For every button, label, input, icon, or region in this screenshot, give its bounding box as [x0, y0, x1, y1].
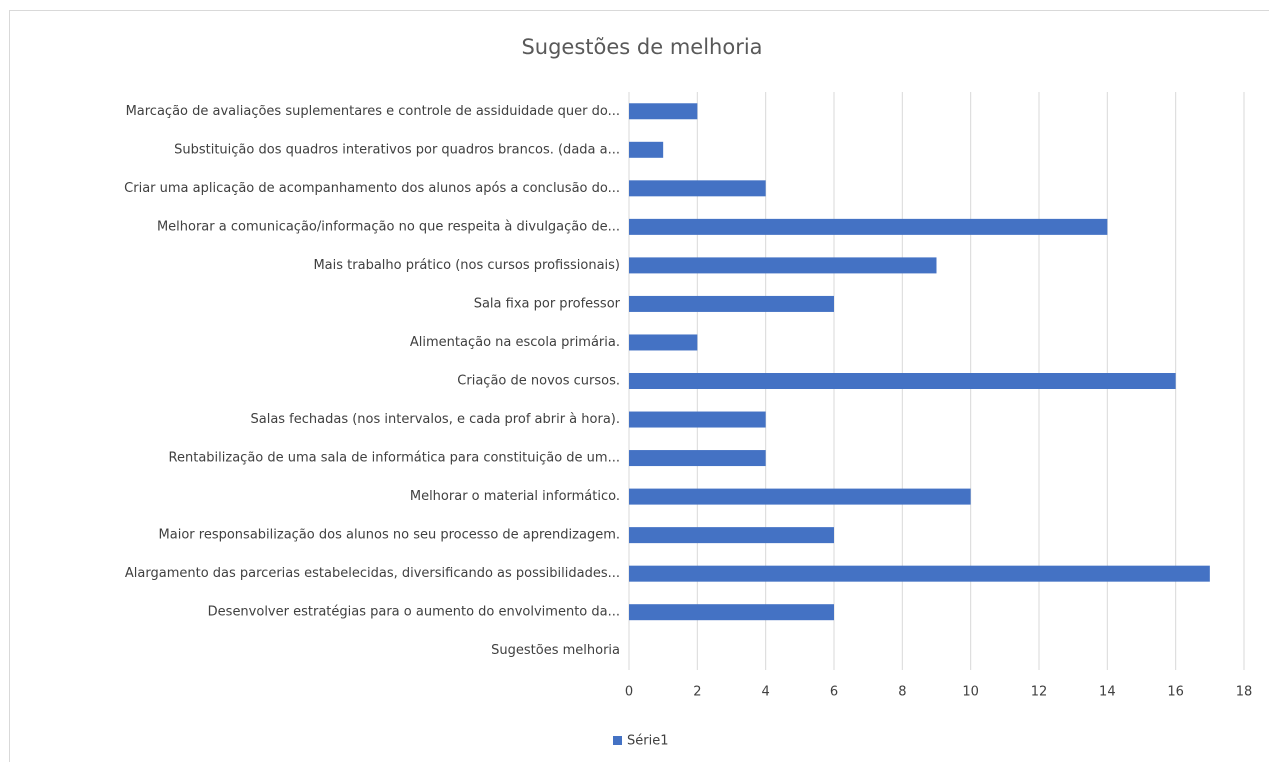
y-tick-label: Marcação de avaliações suplementares e c…: [126, 104, 620, 119]
y-tick-label: Sala fixa por professor: [474, 296, 621, 311]
y-tick-label: Melhorar a comunicação/informação no que…: [157, 219, 620, 234]
y-tick-label: Desenvolver estratégias para o aumento d…: [208, 605, 620, 620]
x-tick-label: 12: [1031, 685, 1048, 700]
y-tick-label: Mais trabalho prático (nos cursos profis…: [313, 258, 620, 273]
y-tick-label: Maior responsabilização dos alunos no se…: [159, 528, 620, 543]
x-tick-label: 16: [1167, 685, 1184, 700]
bar: [629, 450, 766, 467]
y-tick-label: Melhorar o material informático.: [410, 489, 620, 504]
bar: [629, 141, 664, 158]
x-tick-label: 14: [1099, 685, 1116, 700]
legend-label: Série1: [627, 734, 668, 749]
bar: [629, 218, 1108, 235]
x-tick-label: 6: [830, 685, 838, 700]
bar: [629, 295, 834, 312]
x-tick-label: 18: [1236, 685, 1253, 700]
y-tick-label: Rentabilização de uma sala de informátic…: [169, 451, 620, 466]
bar: [629, 604, 834, 621]
y-tick-label: Sugestões melhoria: [491, 643, 620, 658]
bar: [629, 257, 937, 274]
x-tick-label: 4: [762, 685, 770, 700]
chart-title: Sugestões de melhoria: [521, 35, 762, 59]
bar: [629, 103, 698, 120]
legend-swatch: [613, 736, 622, 745]
x-tick-label: 10: [962, 685, 979, 700]
bar: [629, 373, 1176, 389]
bar: [629, 527, 834, 544]
bar: [629, 411, 766, 428]
y-tick-label: Substituição dos quadros interativos por…: [174, 142, 620, 157]
y-tick-label: Alargamento das parcerias estabelecidas,…: [125, 566, 620, 581]
x-tick-label: 8: [898, 685, 906, 700]
y-tick-label: Alimentação na escola primária.: [410, 335, 620, 350]
x-tick-label: 0: [625, 685, 633, 700]
x-tick-label: 2: [693, 685, 701, 700]
y-tick-label: Criação de novos cursos.: [457, 374, 620, 389]
bar: [629, 565, 1210, 582]
bar: [629, 334, 698, 351]
y-tick-label: Salas fechadas (nos intervalos, e cada p…: [250, 412, 620, 427]
y-tick-label: Criar uma aplicação de acompanhamento do…: [124, 181, 620, 196]
bar: [629, 180, 766, 197]
bar: [629, 488, 971, 505]
